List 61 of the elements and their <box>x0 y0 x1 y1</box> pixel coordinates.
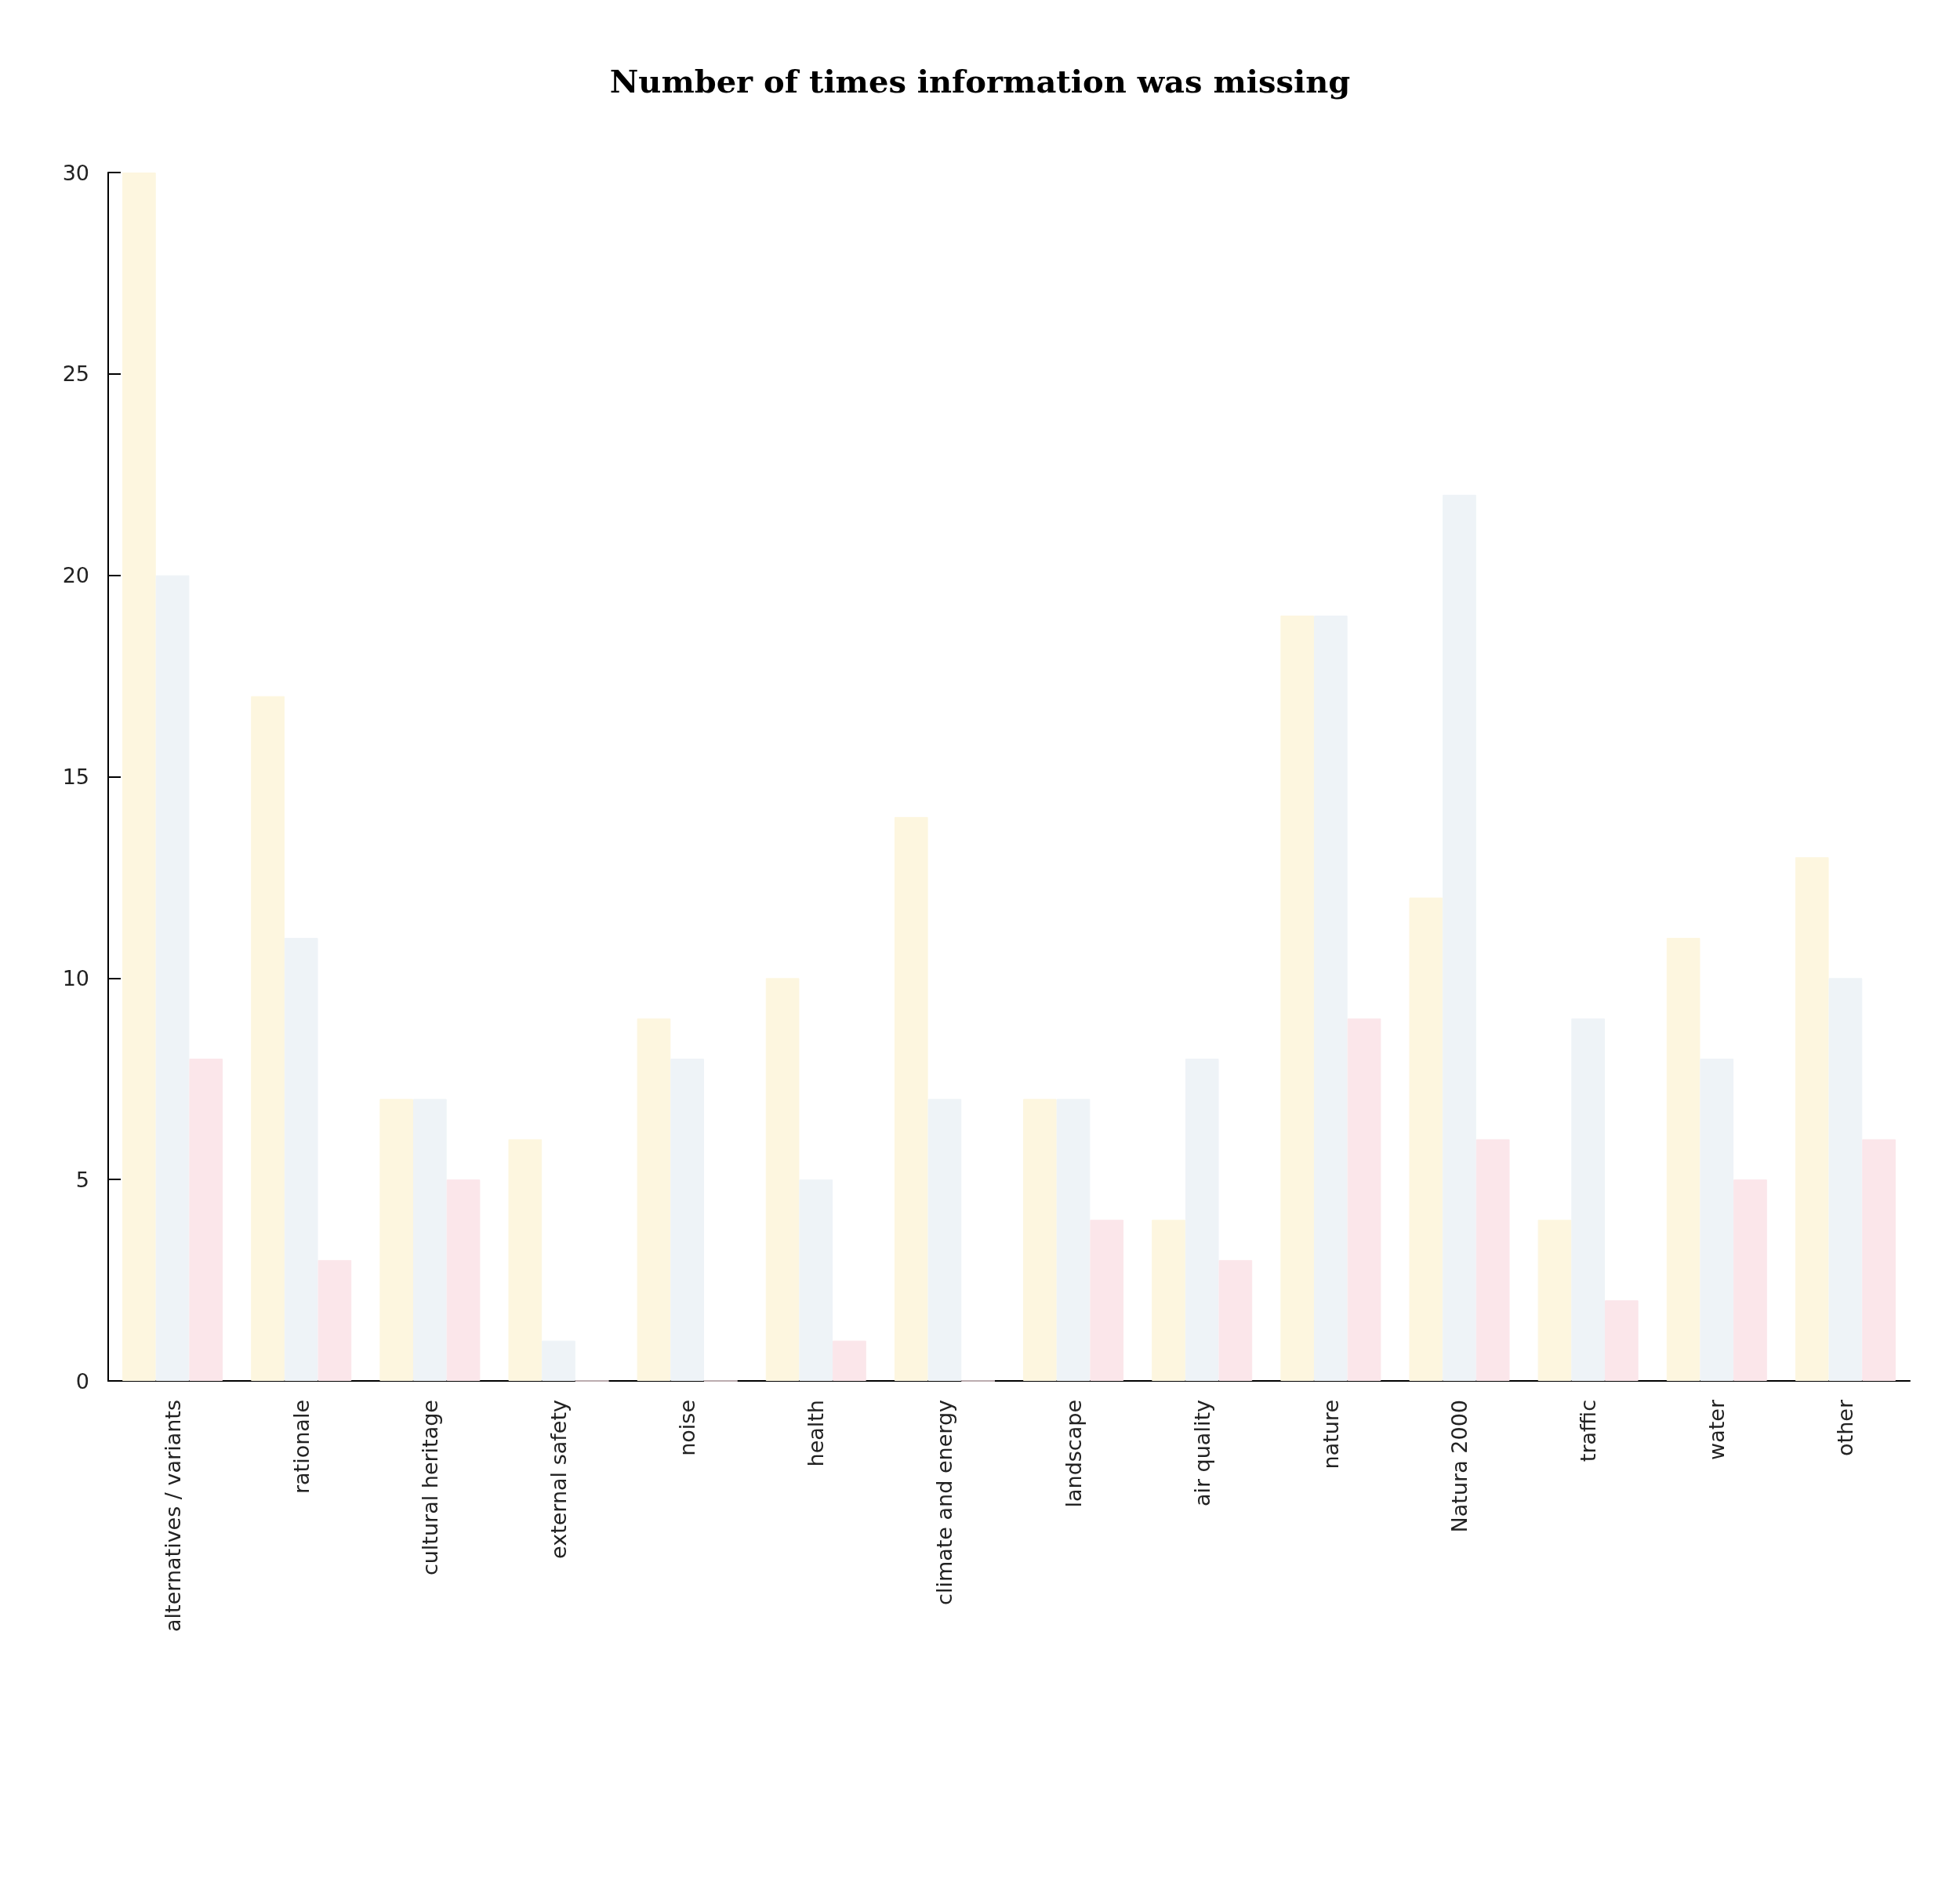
bar <box>670 1059 704 1381</box>
bar <box>1733 1179 1767 1381</box>
bar <box>894 816 928 1381</box>
x-tick-label: health <box>804 1400 829 1467</box>
bar <box>927 1099 962 1381</box>
bar <box>1314 616 1348 1381</box>
bar <box>1280 616 1315 1381</box>
y-tick-label: 30 <box>62 160 89 185</box>
bar <box>637 1018 671 1381</box>
bar <box>833 1340 866 1381</box>
bar <box>251 696 285 1381</box>
y-tick-label: 15 <box>62 765 89 789</box>
bar <box>446 1179 481 1381</box>
bar <box>1347 1018 1381 1381</box>
bar <box>122 173 156 1381</box>
bar <box>1571 1018 1605 1381</box>
x-tick-label: rationale <box>289 1400 314 1495</box>
bar <box>1185 1059 1219 1381</box>
x-tick-label: other <box>1833 1399 1858 1456</box>
y-tick-label: 5 <box>75 1167 89 1192</box>
bar <box>1409 897 1443 1381</box>
bar <box>1795 857 1829 1381</box>
bar <box>1152 1219 1185 1381</box>
bar <box>1828 978 1863 1381</box>
y-tick-label: 0 <box>75 1368 89 1393</box>
x-tick-label: air quality <box>1189 1399 1214 1507</box>
bar <box>1700 1059 1734 1381</box>
y-tick-label: 25 <box>62 362 89 387</box>
bar <box>1537 1219 1572 1381</box>
bar <box>1666 937 1700 1381</box>
bar <box>1218 1259 1253 1381</box>
bar <box>508 1139 543 1381</box>
x-tick-label: climate and energy <box>932 1399 957 1605</box>
x-tick-label: landscape <box>1061 1400 1086 1508</box>
x-tick-label: nature <box>1318 1400 1343 1470</box>
bar <box>413 1099 447 1381</box>
y-tick-label: 20 <box>62 563 89 588</box>
bar <box>1443 494 1476 1381</box>
bar <box>1090 1219 1124 1381</box>
x-tick-label: water <box>1704 1399 1730 1460</box>
bar <box>542 1340 575 1381</box>
bar <box>318 1259 352 1381</box>
bar <box>1475 1139 1510 1381</box>
x-tick-label: alternatives / variants <box>160 1400 185 1632</box>
x-tick-label: traffic <box>1576 1400 1601 1462</box>
y-tick-label: 10 <box>62 965 89 990</box>
bar <box>189 1059 223 1381</box>
x-tick-label: cultural heritage <box>417 1400 442 1576</box>
x-tick-label: external safety <box>546 1399 571 1559</box>
bar <box>1604 1300 1639 1381</box>
bar <box>155 575 190 1381</box>
bar <box>379 1099 414 1381</box>
chart-title: Number of times information was missing <box>609 62 1351 100</box>
bar <box>1023 1099 1057 1381</box>
x-tick-label: Natura 2000 <box>1447 1400 1472 1533</box>
bar <box>1056 1099 1091 1381</box>
bar <box>765 978 800 1381</box>
bar <box>799 1179 833 1381</box>
bar <box>1862 1139 1896 1381</box>
bar <box>284 937 318 1381</box>
x-tick-label: noise <box>675 1400 700 1456</box>
